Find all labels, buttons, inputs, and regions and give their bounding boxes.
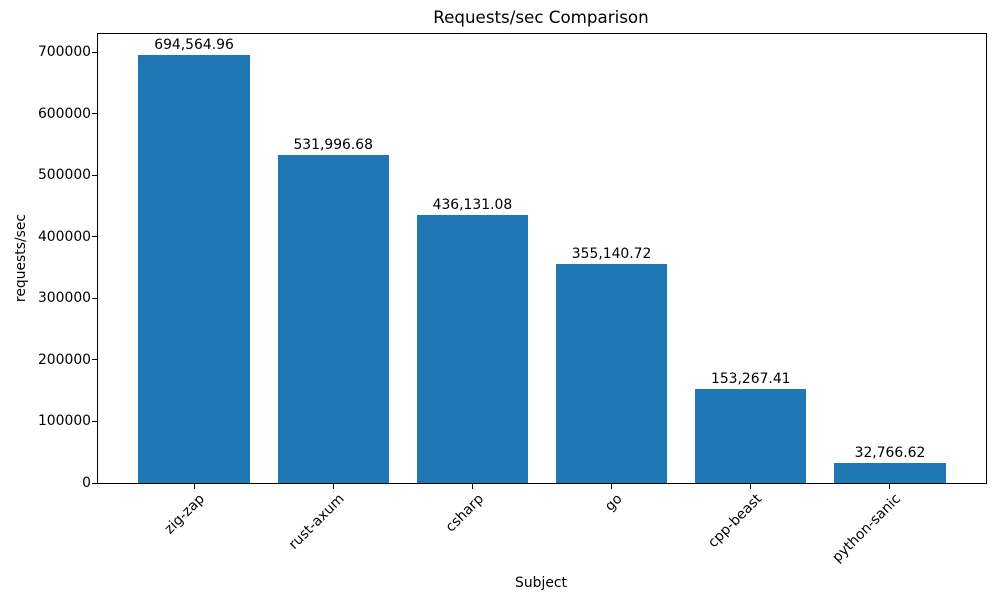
x-tick-label: go <box>602 491 626 515</box>
bar <box>695 388 807 483</box>
bar <box>834 462 946 483</box>
bar-value-label: 355,140.72 <box>571 246 652 263</box>
y-axis-tick <box>92 236 97 238</box>
y-tick-label: 0 <box>82 475 91 491</box>
y-axis-label: requests/sec <box>13 213 29 303</box>
x-axis-tick <box>611 484 613 489</box>
y-axis-tick <box>92 359 97 361</box>
bar <box>555 264 668 483</box>
bar-value-label: 436,131.08 <box>432 196 513 213</box>
y-tick-label: 400000 <box>37 228 91 245</box>
bar-value-label: 153,267.41 <box>710 370 791 387</box>
y-axis-tick <box>92 482 97 484</box>
bar-value-label: 531,996.68 <box>293 137 373 154</box>
x-tick-label: csharp <box>442 491 487 536</box>
y-axis-tick <box>92 51 97 53</box>
bar-value-label: 694,564.96 <box>154 37 234 54</box>
x-tick-label: zig-zap <box>161 491 209 538</box>
y-axis-tick <box>92 174 97 176</box>
y-tick-label: 100000 <box>37 413 91 430</box>
x-axis-tick <box>193 484 195 489</box>
x-axis-tick <box>889 484 891 489</box>
y-tick-label: 500000 <box>37 167 91 184</box>
x-axis-tick <box>332 484 334 489</box>
y-axis-tick <box>92 113 97 115</box>
x-axis-label: Subject <box>515 575 567 591</box>
y-axis-tick <box>92 297 97 299</box>
bar-value-label: 32,766.62 <box>854 444 926 461</box>
x-tick-label: python-sanic <box>829 491 905 566</box>
x-axis-tick <box>750 484 752 489</box>
x-tick-label: cpp-beast <box>705 491 766 551</box>
y-tick-label: 300000 <box>37 290 91 307</box>
y-tick-label: 600000 <box>37 105 91 122</box>
y-axis-tick <box>92 420 97 422</box>
y-tick-label: 700000 <box>37 44 91 61</box>
x-tick-label: rust-axum <box>285 491 348 553</box>
bar <box>416 214 529 483</box>
plot-area: 0 100000 200000 300000 400000 500000 600000 700… <box>38 33 987 566</box>
chart-title: Requests/sec Comparison <box>433 7 649 27</box>
bar <box>138 55 250 483</box>
bar <box>277 155 389 483</box>
x-axis-tick <box>471 484 473 489</box>
y-tick-label: 200000 <box>37 351 91 368</box>
